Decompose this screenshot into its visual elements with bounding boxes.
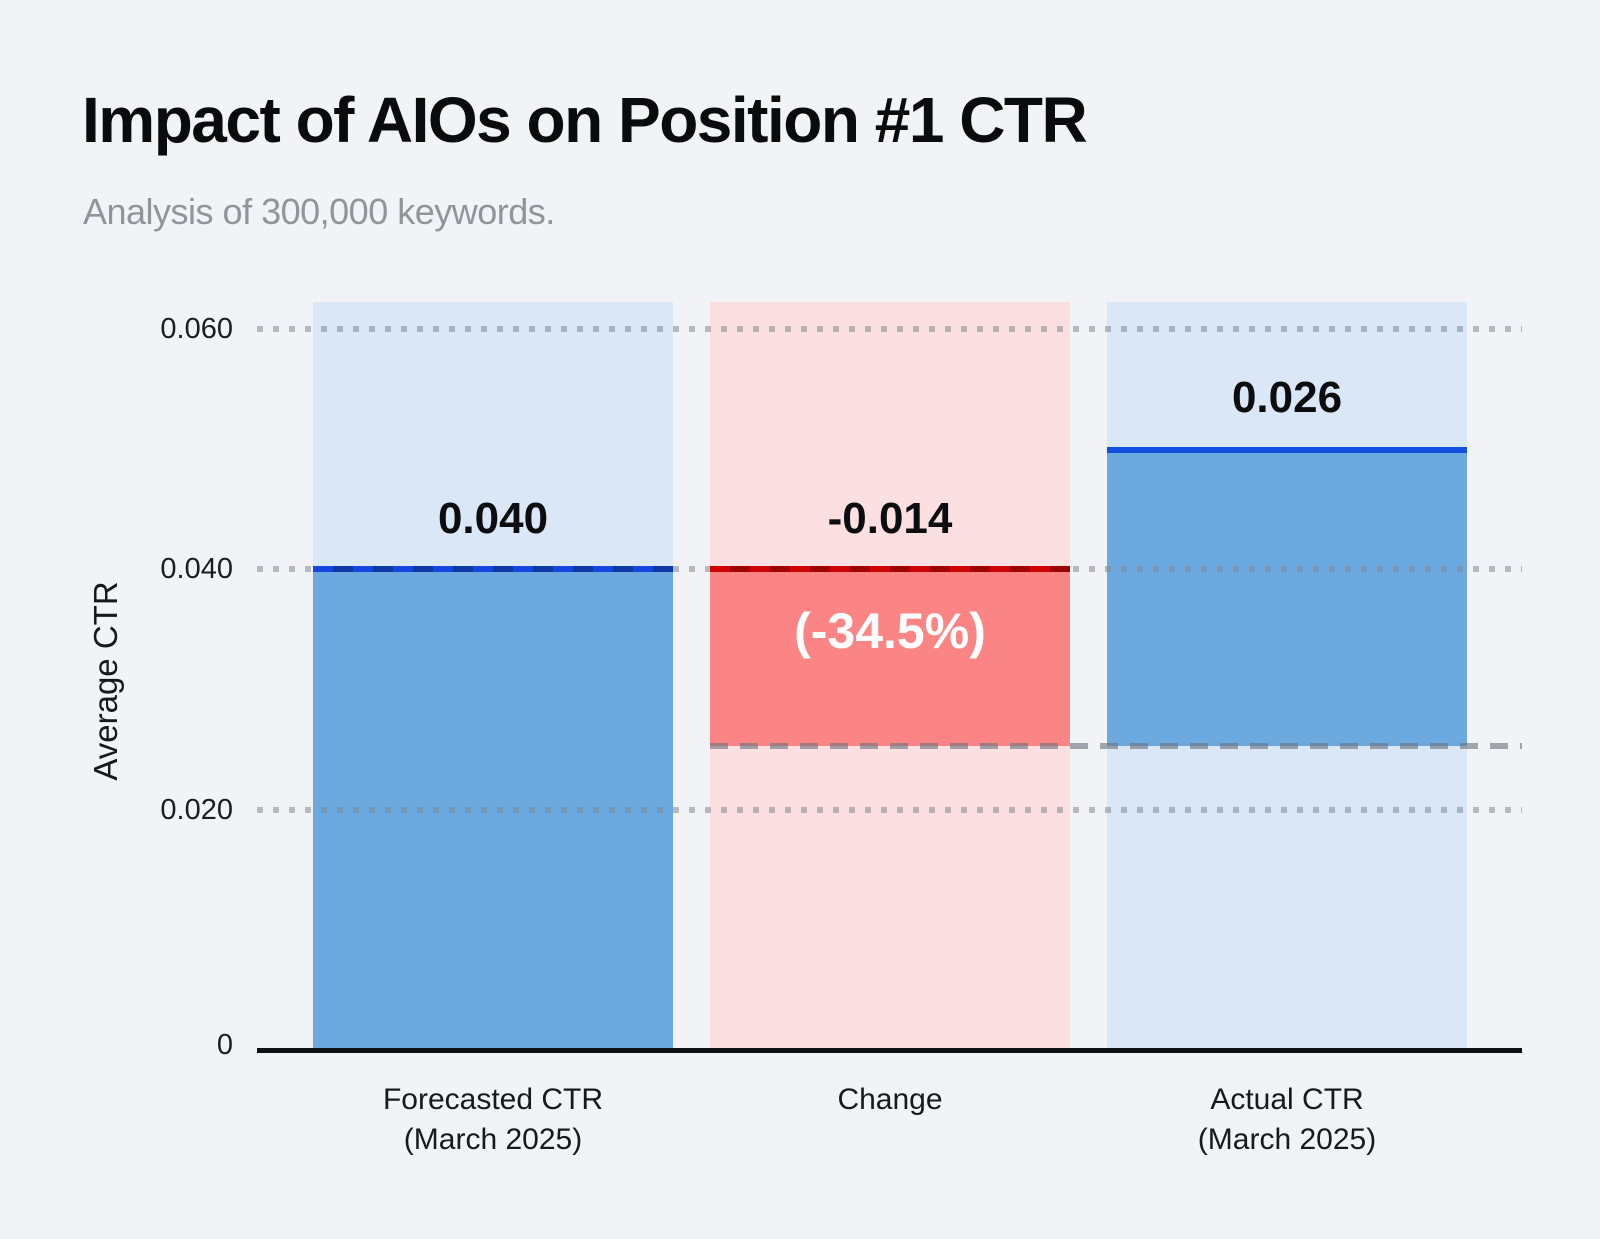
- gridline-0020: [257, 807, 1522, 813]
- x-label-line: Forecasted CTR: [382, 1083, 604, 1116]
- change-percent-label: (-34.5%): [794, 603, 986, 659]
- x-label-line: (March 2025): [403, 1123, 583, 1156]
- actual-level-dashed-connector: [710, 743, 1522, 749]
- actual-bar: [1107, 453, 1467, 746]
- chart-subtitle: Analysis of 300,000 keywords.: [83, 191, 555, 232]
- actual-solid-top-line: [1107, 447, 1467, 453]
- x-label-line: Change: [837, 1083, 943, 1116]
- chart-title: Impact of AIOs on Position #1 CTR: [82, 84, 1088, 156]
- y-tick-0: 0: [216, 1029, 233, 1061]
- actual-value-label: 0.026: [1231, 373, 1343, 422]
- change-bar: [710, 572, 1070, 746]
- gridline-0060: [257, 326, 1522, 332]
- x-label-line: (March 2025): [1197, 1123, 1377, 1156]
- x-label-forecasted-ctr: Forecasted CTR (March 2025): [313, 1080, 673, 1160]
- forecast-dashed-top-line: [313, 566, 673, 572]
- x-label-line: Actual CTR: [1210, 1083, 1364, 1116]
- change-value-label: -0.014: [827, 494, 953, 543]
- forecast-value-label: 0.040: [437, 494, 549, 543]
- x-label-actual-ctr: Actual CTR (March 2025): [1107, 1080, 1467, 1160]
- y-tick-0060: 0.060: [160, 313, 233, 345]
- y-tick-0040: 0.040: [160, 553, 233, 585]
- x-label-change: Change: [710, 1080, 1070, 1120]
- change-dashed-top-line: [710, 566, 1070, 572]
- y-tick-0020: 0.020: [160, 794, 233, 826]
- x-axis-line: [257, 1048, 1522, 1053]
